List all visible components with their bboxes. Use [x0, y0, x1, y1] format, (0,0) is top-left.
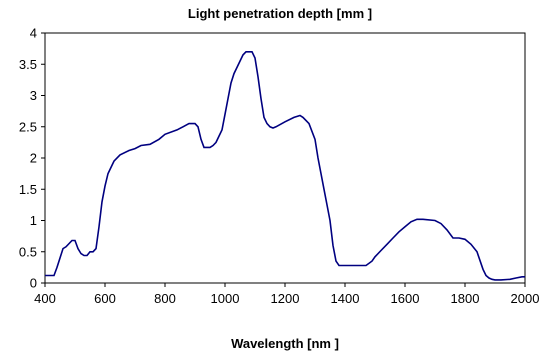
x-axis-label: Wavelength [nm ] [231, 336, 339, 351]
x-tick-label: 400 [34, 291, 56, 306]
x-tick-label: 600 [94, 291, 116, 306]
x-tick-label: 2000 [511, 291, 540, 306]
y-tick-label: 0 [30, 276, 37, 291]
x-tick-label: 1000 [211, 291, 240, 306]
y-tick-label: 1 [30, 213, 37, 228]
y-tick-label: 4 [30, 26, 37, 41]
y-tick-label: 3.5 [19, 57, 37, 72]
y-tick-label: 3 [30, 88, 37, 103]
x-tick-label: 1800 [451, 291, 480, 306]
series-line [45, 51, 525, 281]
x-tick-label: 1400 [331, 291, 360, 306]
y-tick-label: 1.5 [19, 182, 37, 197]
x-axis: 400 600 800 1000 1200 1400 1600 1800 2000 [34, 283, 539, 306]
x-tick-label: 1200 [271, 291, 300, 306]
y-tick-label: 0.5 [19, 244, 37, 259]
y-tick-label: 2 [30, 151, 37, 166]
y-axis: 0 0.5 1 1.5 2 2.5 3 3.5 4 [19, 26, 45, 291]
x-tick-label: 1600 [391, 291, 420, 306]
chart-title: Light penetration depth [mm ] [188, 6, 372, 21]
x-tick-label: 800 [154, 291, 176, 306]
y-tick-label: 2.5 [19, 119, 37, 134]
